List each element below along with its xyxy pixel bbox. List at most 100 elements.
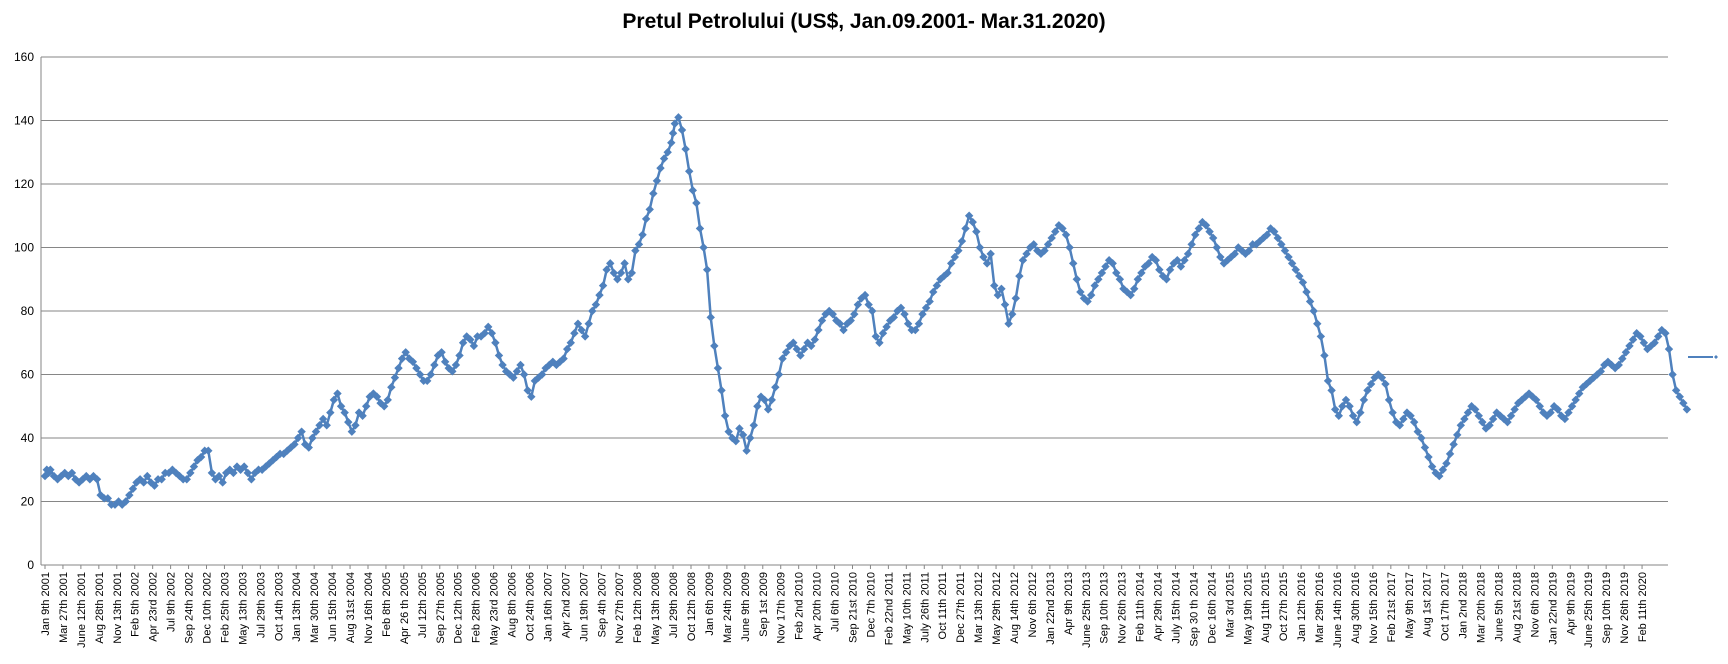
data-point	[627, 268, 636, 278]
data-point	[756, 392, 766, 401]
data-point	[415, 370, 425, 379]
data-point	[1442, 459, 1451, 468]
data-point	[968, 217, 977, 227]
x-tick-label: Apr 9th 2013	[1063, 572, 1075, 635]
x-tick-label: Aug 28th 2001	[94, 572, 106, 644]
data-point	[925, 297, 934, 306]
data-point	[516, 360, 525, 370]
data-point	[695, 224, 705, 233]
y-tick-label: 100	[14, 241, 34, 255]
data-point	[182, 475, 191, 484]
data-point	[1567, 402, 1577, 411]
data-point	[1435, 471, 1444, 481]
data-point	[322, 421, 331, 430]
data-point	[638, 230, 647, 239]
data-point	[842, 319, 852, 328]
x-tick-label: Sep 1st 2009	[758, 572, 770, 637]
data-point	[1338, 402, 1347, 411]
data-point	[1198, 217, 1207, 227]
data-point	[577, 325, 586, 335]
data-point	[189, 462, 199, 471]
data-point	[896, 303, 906, 313]
data-point	[1481, 424, 1491, 433]
data-point	[860, 290, 870, 300]
data-point	[1112, 268, 1121, 278]
data-point	[1535, 402, 1544, 411]
data-point	[649, 189, 658, 198]
data-point	[882, 322, 891, 332]
data-point	[1409, 417, 1419, 427]
data-point	[570, 329, 579, 338]
data-point	[329, 395, 339, 405]
data-point	[1137, 268, 1146, 278]
x-tick-label: June 25th 2013	[1081, 572, 1093, 648]
data-point	[1621, 348, 1631, 357]
data-point	[1542, 411, 1552, 420]
data-point	[1578, 383, 1588, 392]
x-tick-label: July 26th 2011	[919, 572, 931, 643]
data-point	[437, 348, 446, 357]
x-tick-label: Aug 21st 2018	[1511, 572, 1523, 643]
data-point	[674, 113, 683, 122]
data-point	[344, 417, 353, 427]
data-point	[1445, 449, 1455, 459]
data-point	[1603, 357, 1613, 366]
data-point	[1582, 379, 1591, 389]
data-point	[1395, 421, 1405, 430]
data-point	[218, 478, 227, 487]
x-tick-label: Jul 6th 2010	[830, 572, 842, 632]
data-point	[997, 284, 1006, 293]
data-point	[1679, 398, 1688, 408]
data-point	[720, 411, 730, 420]
data-point	[954, 246, 963, 255]
data-point	[1438, 465, 1448, 474]
x-tick-label: Apr 9th 2019	[1565, 572, 1577, 635]
x-tick-label: Aug 1st 2017	[1422, 572, 1434, 637]
data-point	[986, 249, 995, 259]
data-point	[1269, 227, 1279, 236]
data-point	[1176, 262, 1186, 271]
data-point	[979, 252, 988, 262]
data-point	[1180, 256, 1189, 265]
data-point	[1262, 230, 1272, 239]
data-point	[1158, 271, 1168, 281]
data-point	[1323, 376, 1333, 386]
data-point	[1406, 411, 1415, 420]
data-point	[814, 325, 823, 335]
data-point	[1230, 249, 1239, 259]
x-tick-label: Apr 2nd 2007	[560, 572, 572, 638]
data-point	[738, 430, 748, 440]
y-tick-labels: 0 20 40 60 80 100 120 140 160	[14, 50, 34, 572]
x-tick-label: Jan 22nd 2019	[1547, 572, 1559, 645]
data-point	[1320, 351, 1329, 360]
data-point	[92, 475, 102, 484]
legend	[1688, 355, 1718, 359]
data-point	[1051, 227, 1060, 236]
x-tick-label: Jan 2nd 2018	[1458, 572, 1470, 639]
x-tick-label: Feb 8th 2005	[381, 572, 393, 637]
data-point	[1011, 294, 1020, 303]
x-tick-label: Jan 9th 2001	[40, 572, 52, 636]
x-tick-label: Dec 27th 2011	[955, 572, 967, 643]
x-tick-label: Sep 30 th 2014	[1188, 572, 1200, 647]
data-point	[1076, 287, 1085, 297]
data-point	[1571, 395, 1580, 405]
y-tick-label: 80	[21, 304, 35, 318]
x-tick-label: Mar 27th 2001	[58, 572, 70, 643]
data-point	[846, 316, 855, 325]
data-point	[304, 443, 313, 452]
data-point	[670, 119, 680, 128]
data-point	[832, 316, 841, 325]
data-point	[1029, 240, 1038, 249]
x-tick-label: Jul 9th 2002	[166, 572, 178, 632]
x-tick-label: May 10th 2011	[901, 572, 913, 644]
x-tick-label: Aug 31st 2004	[345, 572, 357, 643]
data-point	[1151, 256, 1160, 265]
data-point	[681, 144, 690, 154]
data-point	[1356, 408, 1365, 417]
data-point	[351, 421, 360, 430]
data-point	[64, 471, 73, 481]
x-tick-label: Apr 23rd 2002	[148, 572, 160, 642]
data-point	[1244, 246, 1254, 255]
data-point	[631, 246, 640, 255]
